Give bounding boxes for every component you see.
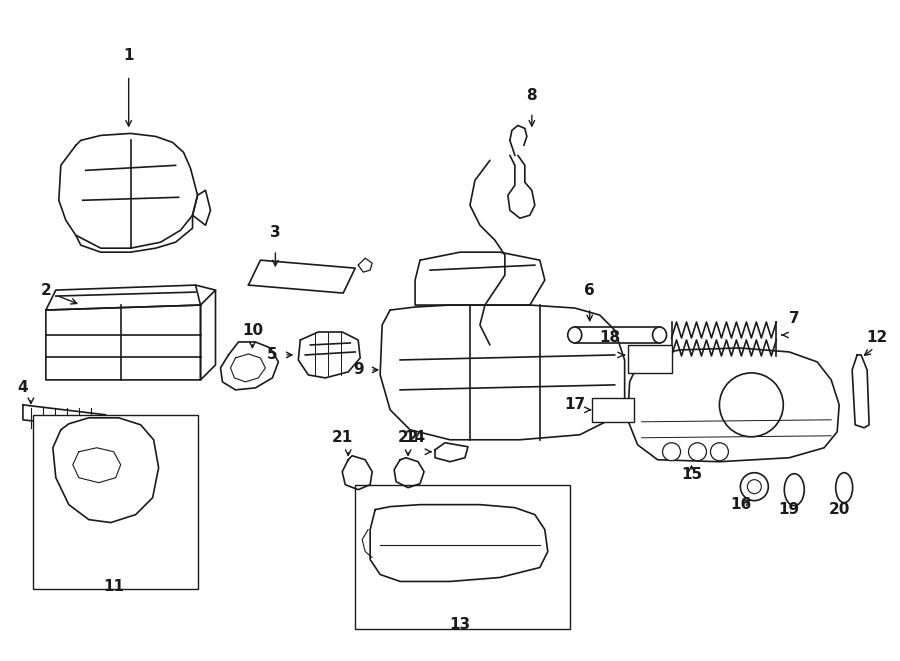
Text: 7: 7 bbox=[789, 311, 799, 325]
FancyBboxPatch shape bbox=[591, 398, 634, 422]
Text: 14: 14 bbox=[404, 430, 426, 446]
Circle shape bbox=[710, 443, 728, 461]
Text: 5: 5 bbox=[267, 348, 278, 362]
Text: 2: 2 bbox=[40, 283, 51, 297]
Text: 21: 21 bbox=[331, 430, 353, 446]
Text: 15: 15 bbox=[681, 467, 702, 482]
Circle shape bbox=[747, 480, 761, 494]
Ellipse shape bbox=[568, 327, 581, 343]
Text: 22: 22 bbox=[397, 430, 418, 446]
FancyBboxPatch shape bbox=[356, 485, 570, 629]
Ellipse shape bbox=[652, 327, 667, 343]
Text: 9: 9 bbox=[353, 362, 364, 377]
Text: 6: 6 bbox=[584, 283, 595, 297]
Text: 19: 19 bbox=[778, 502, 800, 517]
FancyBboxPatch shape bbox=[33, 415, 197, 590]
Circle shape bbox=[662, 443, 680, 461]
Circle shape bbox=[741, 473, 769, 500]
Text: 8: 8 bbox=[526, 88, 537, 103]
Text: 17: 17 bbox=[564, 397, 585, 412]
Circle shape bbox=[688, 443, 706, 461]
Text: 10: 10 bbox=[242, 323, 263, 338]
Text: 20: 20 bbox=[829, 502, 850, 517]
Text: 3: 3 bbox=[270, 225, 281, 240]
FancyBboxPatch shape bbox=[627, 345, 671, 373]
Text: 11: 11 bbox=[104, 579, 124, 594]
Ellipse shape bbox=[784, 474, 805, 506]
Text: 16: 16 bbox=[731, 497, 752, 512]
Text: 12: 12 bbox=[867, 330, 887, 346]
Text: 13: 13 bbox=[449, 617, 471, 632]
Text: 4: 4 bbox=[18, 380, 28, 395]
Ellipse shape bbox=[836, 473, 852, 502]
Text: 1: 1 bbox=[123, 48, 134, 63]
Circle shape bbox=[719, 373, 783, 437]
Text: 18: 18 bbox=[599, 330, 620, 346]
